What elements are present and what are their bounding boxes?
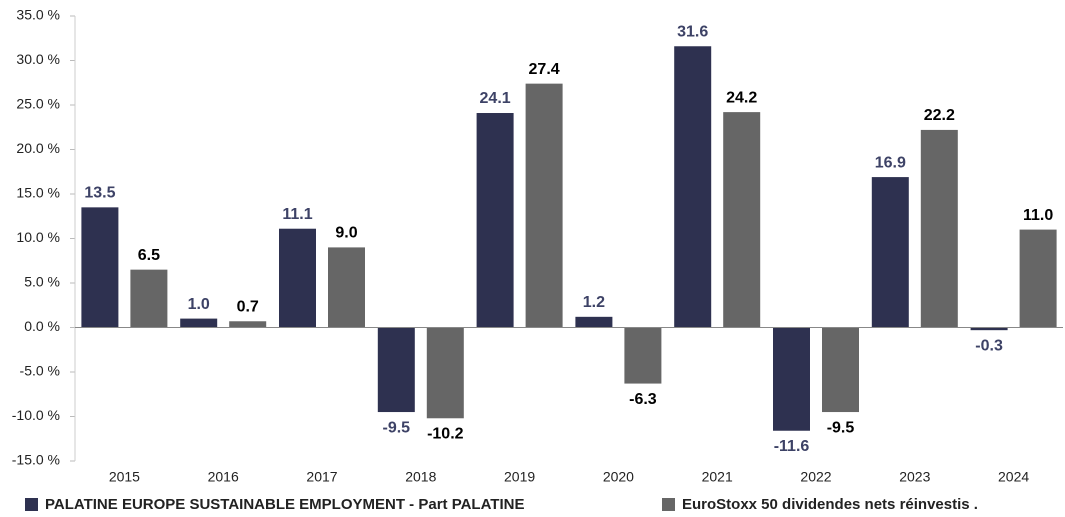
bar [624, 327, 662, 384]
legend-swatch [25, 498, 38, 511]
y-tick-label: 25.0 % [16, 96, 60, 112]
value-label: -10.2 [427, 425, 464, 442]
value-label: 24.1 [480, 90, 511, 107]
bar [822, 327, 859, 413]
value-label: 27.4 [529, 61, 560, 78]
y-tick-label: 5.0 % [24, 274, 60, 290]
x-tick-label: 2016 [208, 469, 239, 485]
bar [279, 228, 316, 328]
bar [871, 177, 909, 328]
bar [575, 316, 613, 328]
x-tick-label: 2022 [800, 469, 831, 485]
value-label: 11.1 [282, 206, 312, 223]
value-label: 16.9 [875, 154, 906, 171]
x-tick-label: 2017 [306, 469, 337, 485]
x-tick-label: 2015 [109, 469, 140, 485]
x-tick-label: 2019 [504, 469, 535, 485]
bar [476, 113, 514, 328]
value-label: 13.5 [84, 185, 115, 202]
bar [1019, 229, 1057, 328]
y-tick-label: 0.0 % [24, 318, 60, 334]
value-label: 11.0 [1023, 207, 1053, 224]
y-tick-label: 30.0 % [16, 51, 60, 67]
value-label: -11.6 [774, 438, 810, 455]
value-label: 22.2 [924, 107, 955, 124]
value-label: 31.6 [677, 23, 708, 40]
bar [426, 327, 464, 419]
bar [328, 247, 365, 328]
value-label: 1.2 [583, 294, 605, 311]
x-tick-label: 2018 [405, 469, 436, 485]
y-tick-label: 10.0 % [16, 229, 60, 245]
y-tick-label: 35.0 % [16, 7, 60, 23]
x-tick-label: 2024 [998, 469, 1029, 485]
bar [920, 129, 958, 328]
bar [130, 269, 168, 328]
value-label: -6.3 [629, 391, 657, 408]
legend-label: PALATINE EUROPE SUSTAINABLE EMPLOYMENT -… [45, 496, 524, 513]
bar [723, 112, 761, 328]
bar [970, 327, 1008, 331]
value-label: -9.5 [383, 419, 411, 436]
x-tick-label: 2023 [899, 469, 930, 485]
value-label: 1.0 [188, 296, 210, 313]
y-tick-label: 20.0 % [16, 140, 60, 156]
x-tick-label: 2020 [603, 469, 634, 485]
value-label: -9.5 [827, 419, 855, 436]
value-label: 0.7 [237, 298, 259, 315]
y-tick-label: -10.0 % [12, 407, 60, 423]
value-label: 24.2 [726, 89, 757, 106]
x-tick-label: 2021 [702, 469, 733, 485]
bar [377, 327, 415, 413]
bar [773, 327, 810, 431]
bar [674, 46, 712, 328]
y-tick-label: 15.0 % [16, 185, 60, 201]
y-tick-label: -15.0 % [12, 452, 60, 468]
bar [229, 321, 267, 328]
bar [525, 83, 563, 328]
legend-label: EuroStoxx 50 dividendes nets réinvestis … [682, 496, 978, 513]
value-label: 9.0 [335, 225, 357, 242]
value-label: 6.5 [138, 247, 160, 264]
legend-swatch [662, 498, 675, 511]
bar [81, 207, 119, 328]
value-label: -0.3 [975, 337, 1003, 354]
y-tick-label: -5.0 % [20, 363, 60, 379]
bar [180, 318, 218, 328]
